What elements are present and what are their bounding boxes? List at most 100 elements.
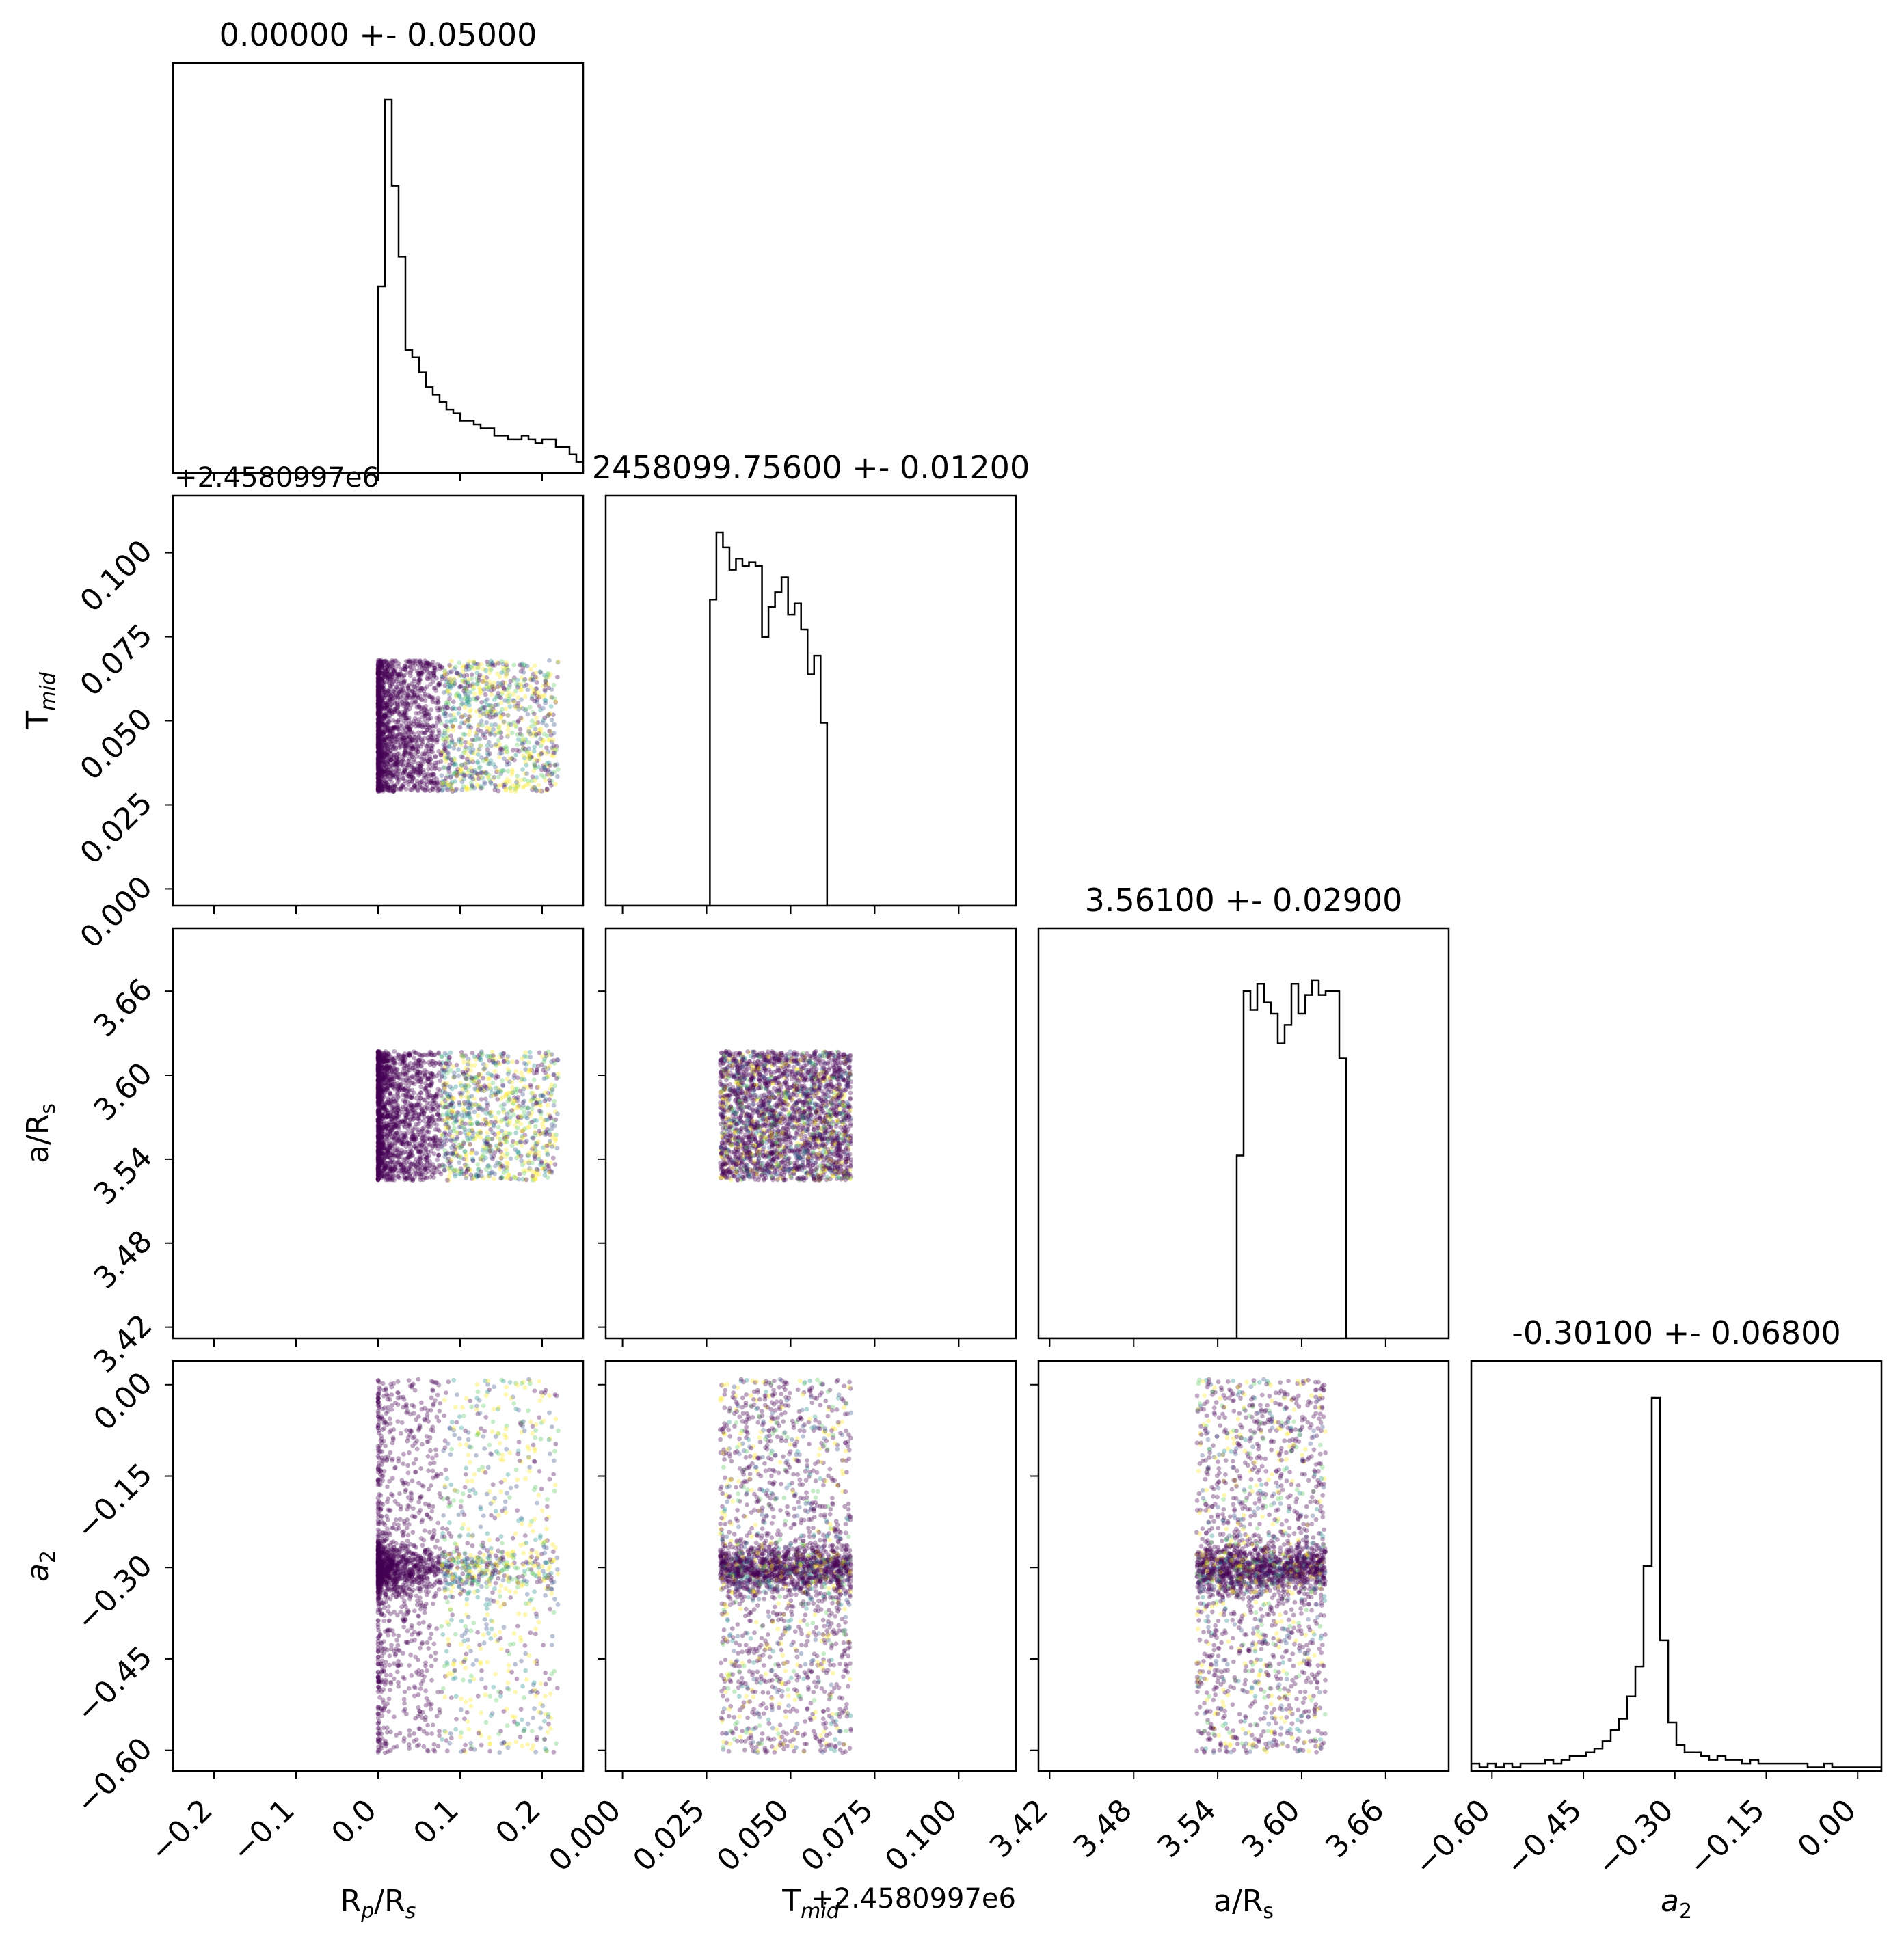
sample-point xyxy=(467,703,472,708)
sample-point xyxy=(376,1137,381,1141)
sample-point xyxy=(515,1150,521,1155)
sample-point xyxy=(377,784,381,789)
sample-point xyxy=(392,1133,398,1138)
sample-point xyxy=(404,1088,409,1094)
sample-point xyxy=(410,737,415,742)
sample-point xyxy=(405,1140,410,1145)
sample-point xyxy=(522,684,527,689)
sample-point xyxy=(419,757,425,761)
sample-point xyxy=(488,667,494,673)
sample-point xyxy=(379,1087,384,1093)
sample-point xyxy=(399,1148,404,1153)
sample-point xyxy=(381,1122,386,1126)
sample-point xyxy=(377,1096,381,1101)
sample-point xyxy=(402,749,407,755)
sample-point xyxy=(407,771,412,776)
sample-point xyxy=(394,1131,399,1136)
sample-point xyxy=(378,1149,383,1154)
sample-point xyxy=(548,671,553,677)
sample-point xyxy=(399,1167,405,1172)
sample-point xyxy=(444,1138,450,1144)
sample-point xyxy=(406,1083,412,1088)
sample-point xyxy=(428,733,433,739)
sample-point xyxy=(404,730,409,735)
sample-point xyxy=(427,694,431,700)
sample-point xyxy=(402,1149,407,1154)
sample-point xyxy=(459,736,464,742)
sample-point xyxy=(379,786,385,792)
sample-point xyxy=(378,1118,384,1124)
sample-point xyxy=(381,737,386,742)
sample-point xyxy=(447,1165,452,1171)
sample-point xyxy=(377,1057,383,1062)
sample-point xyxy=(377,668,381,673)
sample-point xyxy=(480,1052,485,1057)
sample-point xyxy=(511,1107,516,1113)
sample-point xyxy=(403,716,408,721)
sample-point xyxy=(418,764,423,768)
sample-point xyxy=(379,1057,384,1063)
sample-point xyxy=(414,1050,419,1055)
sample-point xyxy=(376,1149,381,1154)
sample-point xyxy=(427,1115,433,1120)
sample-point xyxy=(376,750,381,755)
sample-point xyxy=(384,702,390,707)
sample-point xyxy=(414,747,419,753)
sample-point xyxy=(390,674,395,679)
sample-point xyxy=(427,759,433,765)
sample-point xyxy=(468,690,472,695)
sample-point xyxy=(401,776,406,781)
sample-point xyxy=(498,695,503,701)
sample-point xyxy=(377,1153,382,1159)
sample-point xyxy=(453,1084,459,1090)
sample-point xyxy=(375,1131,381,1137)
sample-point xyxy=(375,738,381,742)
sample-point xyxy=(473,1102,478,1107)
sample-point xyxy=(375,670,381,675)
sample-point xyxy=(398,687,403,692)
sample-point xyxy=(375,712,381,718)
sample-point xyxy=(502,698,507,703)
sample-point xyxy=(376,737,381,742)
sample-point xyxy=(422,1154,427,1159)
sample-point xyxy=(523,1050,528,1055)
sample-point xyxy=(375,786,381,792)
sample-point xyxy=(486,1163,491,1168)
sample-point xyxy=(375,1066,381,1071)
sample-point xyxy=(433,1060,439,1066)
sample-point xyxy=(377,670,381,675)
sample-point xyxy=(422,707,427,713)
sample-point xyxy=(527,753,533,759)
sample-point xyxy=(386,770,392,774)
sample-point xyxy=(380,1137,386,1143)
sample-point xyxy=(376,723,381,729)
sample-point xyxy=(383,747,388,752)
sample-point xyxy=(383,1116,388,1121)
sample-point xyxy=(379,1143,384,1148)
sample-point xyxy=(389,748,394,753)
sample-point xyxy=(376,1137,381,1143)
sample-point xyxy=(386,742,392,747)
sample-point xyxy=(375,701,381,706)
sample-point xyxy=(528,677,533,681)
sample-point xyxy=(469,785,474,791)
sample-point xyxy=(377,1086,382,1091)
sample-point xyxy=(390,763,394,768)
sample-point xyxy=(382,672,387,677)
sample-point xyxy=(454,694,459,699)
sample-point xyxy=(382,1067,388,1072)
sample-point xyxy=(541,1059,547,1064)
sample-point xyxy=(464,1170,469,1175)
sample-point xyxy=(443,739,448,744)
sample-point xyxy=(418,1105,423,1111)
sample-point xyxy=(399,684,405,689)
sample-point xyxy=(459,787,465,792)
sample-point xyxy=(453,664,458,670)
sample-point xyxy=(519,662,524,667)
sample-point xyxy=(419,1142,424,1148)
sample-point xyxy=(375,694,381,699)
sample-point xyxy=(387,1165,392,1170)
sample-point xyxy=(477,1083,483,1088)
sample-point xyxy=(381,736,387,742)
sample-point xyxy=(461,750,466,755)
